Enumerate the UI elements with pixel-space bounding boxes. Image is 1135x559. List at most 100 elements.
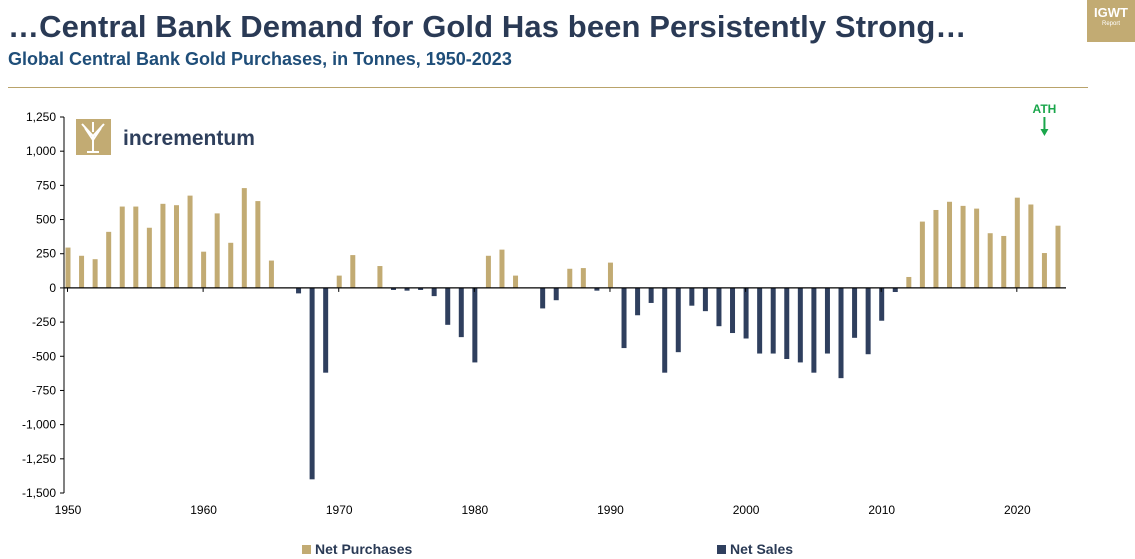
- x-tick-label: 1960: [190, 503, 217, 517]
- bar-net-purchase: [201, 251, 207, 288]
- bar-net-sale: [838, 287, 844, 379]
- bar-net-sale: [553, 287, 559, 301]
- bar-net-sale: [445, 287, 451, 325]
- bar-net-purchase: [377, 266, 383, 288]
- bar-net-purchase: [268, 260, 274, 288]
- bar-net-sale: [662, 287, 668, 373]
- bar-net-sale: [635, 287, 641, 316]
- bar-net-purchase: [607, 262, 613, 288]
- y-tick-label: 500: [36, 213, 56, 227]
- bar-net-sale: [811, 287, 817, 373]
- bar-net-sale: [892, 287, 898, 293]
- legend-label-purchases: Net Purchases: [315, 541, 413, 557]
- bar-net-sale: [702, 287, 708, 312]
- x-tick-label: 2000: [733, 503, 760, 517]
- bar-net-sale: [675, 287, 681, 353]
- bars: [65, 188, 1061, 480]
- bar-net-sale: [309, 287, 315, 480]
- bar-net-sale: [865, 287, 871, 355]
- y-tick-label: -1,250: [22, 452, 56, 466]
- bar-net-purchase: [1001, 235, 1007, 288]
- bar-net-sale: [418, 287, 424, 290]
- y-axis-ticks: 1,250 1,000 750 500 250 0 -250 -500 -750 -1,000 -1…: [22, 110, 64, 500]
- bar-net-purchase: [1055, 225, 1061, 288]
- bar-net-purchase: [513, 275, 519, 288]
- bar-net-purchase: [133, 206, 139, 288]
- igwt-report-badge: IGWT Report: [1087, 0, 1135, 42]
- badge-line1: IGWT: [1094, 5, 1128, 20]
- bar-net-sale: [689, 287, 695, 306]
- y-tick-label: 750: [36, 178, 56, 192]
- bar-net-sale: [716, 287, 722, 327]
- axes: 1950 1960 1970 1980 1990 2000 2010 2020: [55, 117, 1066, 517]
- y-tick-label: -500: [32, 349, 56, 363]
- y-tick-label: 1,250: [26, 110, 56, 124]
- bar-net-purchase: [485, 255, 491, 288]
- bar-net-purchase: [933, 209, 939, 288]
- bar-net-sale: [797, 287, 803, 363]
- bar-net-purchase: [499, 249, 505, 288]
- bar-net-purchase: [947, 201, 953, 288]
- y-tick-label: -750: [32, 383, 56, 397]
- bar-net-purchase: [65, 247, 71, 288]
- header-divider: [8, 87, 1088, 88]
- bar-net-purchase: [960, 205, 966, 288]
- bar-net-sale: [472, 287, 478, 363]
- bar-net-purchase: [173, 205, 179, 288]
- legend-net-sales: Net Sales: [717, 541, 793, 557]
- bar-net-purchase: [350, 255, 356, 288]
- bar-net-sale: [296, 287, 302, 294]
- bar-net-purchase: [214, 213, 220, 288]
- bar-net-purchase: [241, 188, 247, 288]
- y-tick-label: 250: [36, 247, 56, 261]
- bar-net-sale: [458, 287, 464, 338]
- legend-swatch-purchases: [302, 544, 311, 554]
- x-tick-label: 1980: [461, 503, 488, 517]
- x-tick-label: 2010: [868, 503, 895, 517]
- bar-net-sale: [770, 287, 776, 354]
- x-tick-label: 1990: [597, 503, 624, 517]
- bar-net-purchase: [567, 268, 573, 288]
- bar-net-sale: [784, 287, 790, 360]
- y-tick-label: -1,000: [22, 418, 56, 432]
- bar-net-purchase: [1041, 253, 1047, 288]
- bar-net-purchase: [92, 259, 98, 288]
- x-tick-label: 1950: [55, 503, 82, 517]
- bar-net-purchase: [987, 233, 993, 288]
- chart-title: …Central Bank Demand for Gold Has been P…: [8, 9, 967, 44]
- bar-net-sale: [730, 287, 736, 334]
- bar-net-purchase: [160, 203, 166, 288]
- bar-net-purchase: [228, 242, 234, 288]
- bar-net-purchase: [79, 255, 85, 288]
- bar-net-purchase: [119, 206, 125, 288]
- bar-net-purchase: [255, 201, 261, 288]
- bar-net-purchase: [187, 195, 193, 288]
- bar-net-sale: [621, 287, 627, 349]
- bar-net-sale: [648, 287, 654, 303]
- bar-net-sale: [404, 287, 410, 291]
- bar-net-sale: [743, 287, 749, 339]
- bar-net-purchase: [146, 227, 152, 288]
- incrementum-logo: incrementum: [76, 119, 255, 155]
- x-tick-label: 1970: [326, 503, 353, 517]
- ath-label: ATH: [1033, 102, 1057, 116]
- bar-net-sale: [824, 287, 830, 354]
- bar-net-purchase: [336, 275, 342, 288]
- bar-net-sale: [879, 287, 885, 321]
- logo-text: incrementum: [123, 127, 255, 150]
- bar-net-sale: [390, 287, 396, 290]
- bar-net-sale: [431, 287, 437, 297]
- bar-net-sale: [540, 287, 546, 309]
- bar-net-sale: [323, 287, 329, 373]
- bar-net-purchase: [580, 268, 586, 288]
- chart-subtitle: Global Central Bank Gold Purchases, in T…: [8, 49, 512, 69]
- legend-net-purchases: Net Purchases: [302, 541, 412, 557]
- bar-net-sale: [852, 287, 858, 338]
- tree-logo-branches-icon: [81, 122, 105, 153]
- legend-label-sales: Net Sales: [730, 541, 794, 557]
- y-tick-label: -250: [32, 315, 56, 329]
- bar-net-purchase: [919, 221, 925, 288]
- legend-swatch-sales: [717, 544, 726, 554]
- y-tick-label: -1,500: [22, 486, 56, 500]
